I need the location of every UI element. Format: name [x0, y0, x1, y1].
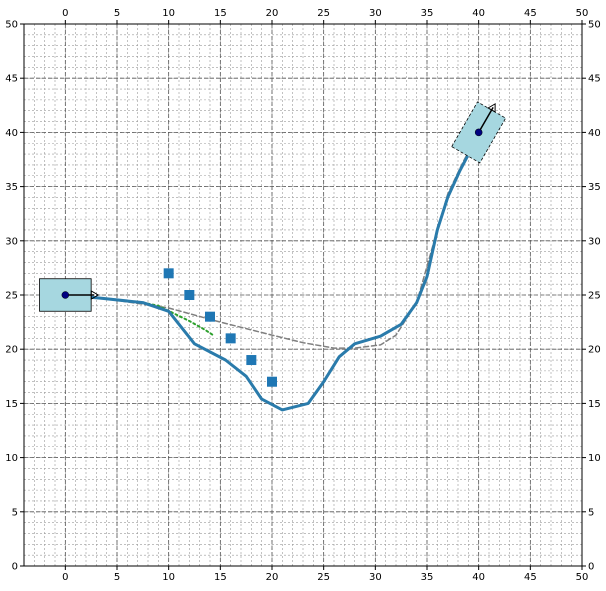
start-pose — [40, 279, 99, 312]
obstacle-marker — [246, 355, 256, 365]
x-tick-label-top: 50 — [576, 8, 589, 19]
x-tick-label-top: 0 — [62, 8, 68, 19]
x-tick-label-top: 5 — [114, 8, 120, 19]
y-tick-label-right: 15 — [588, 399, 601, 410]
x-tick-label-top: 20 — [266, 8, 279, 19]
x-tick-label-bottom: 35 — [421, 572, 434, 583]
x-tick-label-bottom: 15 — [214, 572, 227, 583]
y-tick-label-left: 30 — [5, 236, 18, 247]
x-tick-label-bottom: 5 — [114, 572, 120, 583]
y-tick-label-left: 15 — [5, 399, 18, 410]
x-tick-label-top: 15 — [214, 8, 227, 19]
y-tick-label-right: 50 — [588, 20, 601, 31]
y-tick-label-left: 5 — [12, 507, 18, 518]
y-tick-label-left: 50 — [5, 20, 18, 31]
x-tick-label-bottom: 0 — [62, 572, 68, 583]
x-tick-label-top: 10 — [162, 8, 175, 19]
obstacle-marker — [184, 290, 194, 300]
y-tick-label-right: 5 — [588, 507, 594, 518]
y-tick-label-left: 20 — [5, 345, 18, 356]
x-tick-label-bottom: 20 — [266, 572, 279, 583]
y-tick-label-left: 40 — [5, 128, 18, 139]
x-tick-label-bottom: 50 — [576, 572, 589, 583]
y-tick-label-right: 35 — [588, 182, 601, 193]
y-tick-label-right: 10 — [588, 453, 601, 464]
x-tick-label-bottom: 40 — [472, 572, 485, 583]
x-tick-label-top: 30 — [369, 8, 382, 19]
y-tick-label-left: 35 — [5, 182, 18, 193]
obstacle-marker — [164, 268, 174, 278]
y-tick-label-right: 45 — [588, 74, 601, 85]
y-tick-label-right: 20 — [588, 345, 601, 356]
x-tick-label-bottom: 45 — [524, 572, 537, 583]
obstacle-marker — [205, 312, 215, 322]
x-tick-label-top: 35 — [421, 8, 434, 19]
vehicle-poses — [40, 96, 510, 312]
y-tick-label-left: 25 — [5, 291, 18, 302]
y-tick-label-right: 30 — [588, 236, 601, 247]
y-tick-label-right: 25 — [588, 291, 601, 302]
goal-pose — [452, 96, 510, 163]
obstacle-marker — [267, 377, 277, 387]
y-tick-label-left: 0 — [12, 562, 18, 573]
x-tick-label-bottom: 10 — [162, 572, 175, 583]
y-tick-label-right: 0 — [588, 562, 594, 573]
start-pose-center-dot — [62, 292, 69, 299]
y-tick-label-right: 40 — [588, 128, 601, 139]
x-tick-label-top: 25 — [317, 8, 330, 19]
x-tick-label-bottom: 30 — [369, 572, 382, 583]
x-tick-label-bottom: 25 — [317, 572, 330, 583]
y-tick-label-left: 45 — [5, 74, 18, 85]
obstacle-marker — [226, 333, 236, 343]
x-tick-label-top: 40 — [472, 8, 485, 19]
x-tick-label-top: 45 — [524, 8, 537, 19]
y-tick-label-left: 10 — [5, 453, 18, 464]
